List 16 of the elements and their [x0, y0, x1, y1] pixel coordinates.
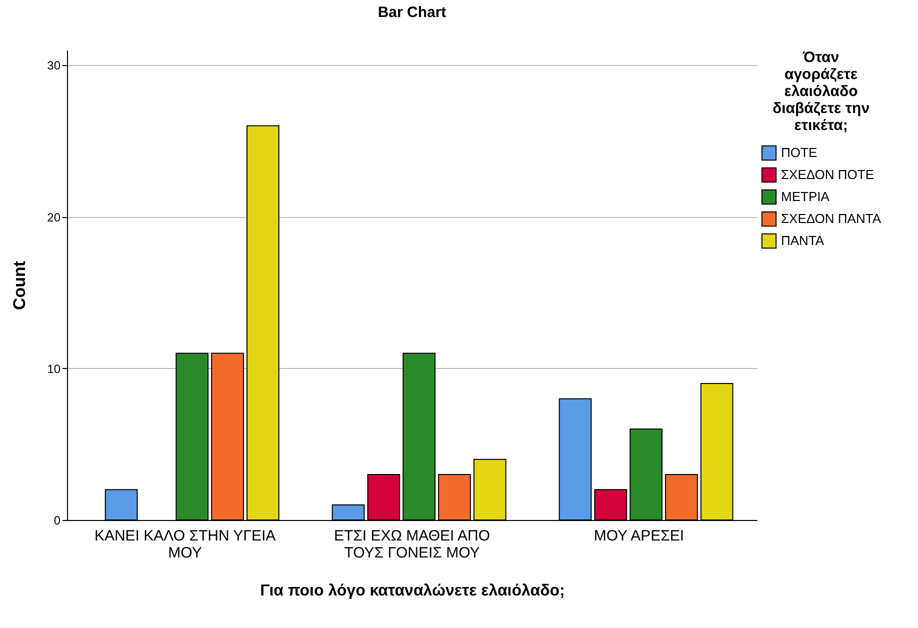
- legend-label: ΣΧΕΔΟΝ ΠΑΝΤΑ: [781, 211, 882, 226]
- x-axis-title: Για ποιο λόγο καταναλώνετε ελαιόλαδο;: [260, 582, 565, 600]
- legend-label: ΠΑΝΤΑ: [781, 233, 824, 248]
- legend-label: ΠΟΤΕ: [781, 145, 818, 160]
- legend-title: Όταν αγοράζετε ελαιόλαδο διαβάζετε την ετικέτα;: [772, 49, 870, 134]
- y-tick-label: 10: [47, 362, 61, 376]
- chart-title: Bar Chart: [378, 4, 446, 21]
- y-tick-label: 20: [47, 210, 61, 224]
- y-tick-label: 30: [47, 58, 61, 73]
- x-tick-label: ΚΑΝΕΙ ΚΑΛΟ ΣΤΗΝ ΥΓΕΙΑ ΜΟΥ: [94, 528, 276, 562]
- x-tick-label: ΜΟΥ ΑΡΕΣΕΙ: [594, 528, 684, 544]
- legend-label: ΜΕΤΡΙΑ: [781, 189, 830, 204]
- y-axis-title: Count: [10, 260, 30, 310]
- x-tick-label: ΕΤΣΙ ΕΧΩ ΜΑΘΕΙ ΑΠΟ ΤΟΥΣ ΓΟΝΕΙΣ ΜΟΥ: [334, 528, 490, 562]
- y-tick-label: 0: [54, 514, 61, 528]
- legend-label: ΣΧΕΔΟΝ ΠΟΤΕ: [781, 167, 874, 182]
